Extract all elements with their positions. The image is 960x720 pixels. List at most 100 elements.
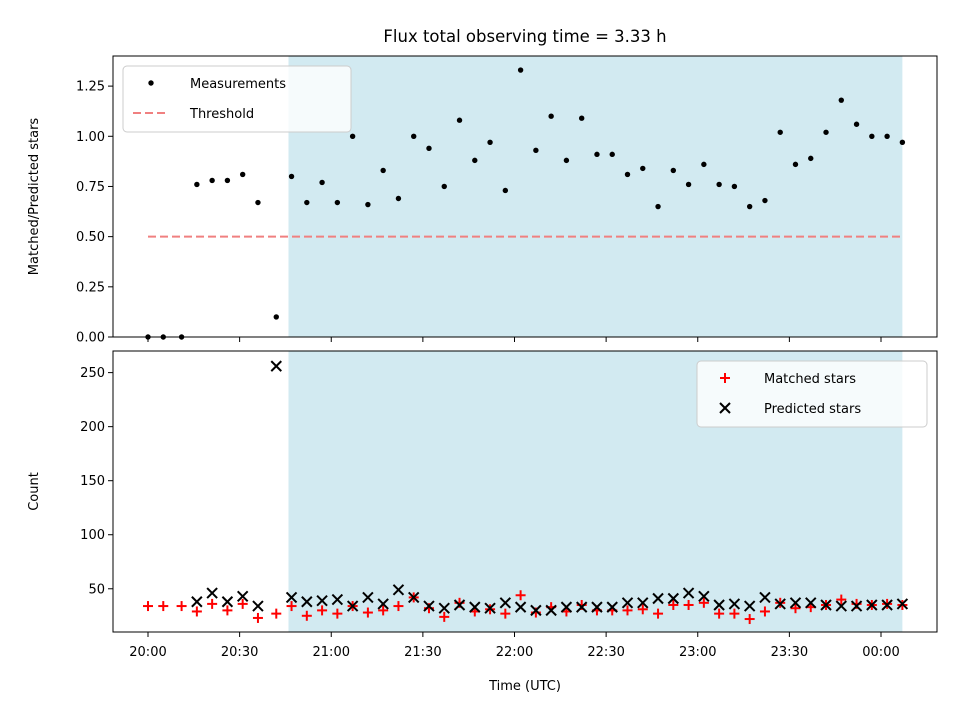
legend-marker <box>720 373 730 383</box>
data-point <box>744 614 755 625</box>
marker-stroke <box>698 590 710 603</box>
marker-stroke <box>835 600 848 612</box>
data-point <box>762 197 768 204</box>
data-point <box>899 139 906 146</box>
data-point <box>319 179 325 186</box>
marker-stroke <box>820 599 832 611</box>
data-point <box>668 599 679 610</box>
data-point <box>411 133 417 139</box>
data-point <box>207 598 218 609</box>
data-point <box>728 598 741 610</box>
marker-stroke <box>270 360 282 372</box>
axes-frame <box>112 350 938 633</box>
data-point <box>667 592 680 605</box>
marker-stroke <box>408 591 420 604</box>
marker-stroke <box>252 600 264 612</box>
marker-stroke <box>331 593 344 606</box>
x-tick-label: 23:00 <box>679 645 716 660</box>
marker-stroke <box>499 597 512 609</box>
data-point <box>790 603 801 614</box>
marker-stroke <box>514 601 527 613</box>
data-point <box>624 171 631 178</box>
data-point <box>378 605 389 616</box>
marker-stroke <box>896 598 909 610</box>
data-point <box>273 314 279 320</box>
data-point <box>349 133 356 139</box>
data-point <box>502 187 509 194</box>
data-point <box>456 117 463 123</box>
marker-stroke <box>285 591 298 604</box>
x-tick-label: 21:00 <box>313 645 350 660</box>
y-tick-label: 150 <box>80 474 105 489</box>
data-point <box>731 183 738 190</box>
data-point <box>789 597 802 609</box>
data-point <box>701 161 707 168</box>
data-point <box>487 139 493 146</box>
data-point <box>869 133 875 139</box>
data-point <box>548 113 554 119</box>
data-point <box>441 183 447 190</box>
data-point <box>884 133 890 139</box>
marker-stroke <box>362 591 374 604</box>
data-point <box>255 199 261 206</box>
y-tick-label: 1.25 <box>76 80 105 95</box>
data-point <box>236 590 249 603</box>
data-point <box>334 199 341 206</box>
data-point <box>685 181 692 188</box>
x-tick-label: 20:30 <box>221 645 258 660</box>
data-point <box>594 151 600 158</box>
data-point <box>362 607 373 618</box>
y-tick-label: 0.50 <box>76 230 105 245</box>
panel-top: 0.00 0.25 0.50 0.75 1.00 1.25 Matched/Predicte… <box>27 55 938 346</box>
data-point <box>836 594 847 605</box>
legend: Measurements Threshold <box>122 65 352 133</box>
data-point <box>270 360 282 372</box>
x-tick-label: 00:00 <box>862 645 899 660</box>
data-point <box>808 155 814 162</box>
data-point <box>670 167 677 174</box>
marker-stroke <box>713 599 725 611</box>
data-point <box>393 601 404 612</box>
data-point <box>317 605 328 616</box>
marker-stroke <box>591 601 603 613</box>
data-point <box>209 177 215 184</box>
data-point <box>438 602 450 614</box>
data-point <box>850 600 863 612</box>
data-point <box>301 610 312 621</box>
data-point <box>484 602 496 614</box>
data-point <box>206 587 218 599</box>
x-tick-label: 21:30 <box>404 645 441 660</box>
data-point <box>469 601 481 613</box>
data-point <box>380 167 386 174</box>
data-point <box>176 601 187 612</box>
data-point <box>500 608 511 619</box>
data-point <box>820 599 832 611</box>
data-point <box>835 600 848 612</box>
x-tick-label: 22:30 <box>587 645 624 660</box>
y-axis-title: Matched/Predicted stars <box>27 118 42 276</box>
data-point <box>453 599 466 611</box>
marker-stroke <box>759 591 771 604</box>
data-point <box>221 596 234 608</box>
data-point <box>224 177 231 184</box>
data-point <box>222 605 233 616</box>
data-point <box>426 145 432 152</box>
data-point <box>729 608 740 619</box>
marker-stroke <box>621 597 634 609</box>
data-point <box>194 181 200 188</box>
marker-stroke <box>301 596 313 608</box>
data-point <box>158 601 169 612</box>
marker-stroke <box>469 601 481 613</box>
marker-stroke <box>667 592 680 605</box>
data-point <box>713 599 725 611</box>
data-point <box>714 608 725 619</box>
data-point <box>252 612 263 623</box>
marker-stroke <box>191 596 203 608</box>
data-point <box>774 598 786 610</box>
marker-stroke <box>575 601 588 613</box>
legend-marker <box>148 80 154 86</box>
y-tick-label: 1.00 <box>76 130 105 145</box>
data-point <box>423 600 435 612</box>
y-tick-label: 200 <box>80 420 105 435</box>
